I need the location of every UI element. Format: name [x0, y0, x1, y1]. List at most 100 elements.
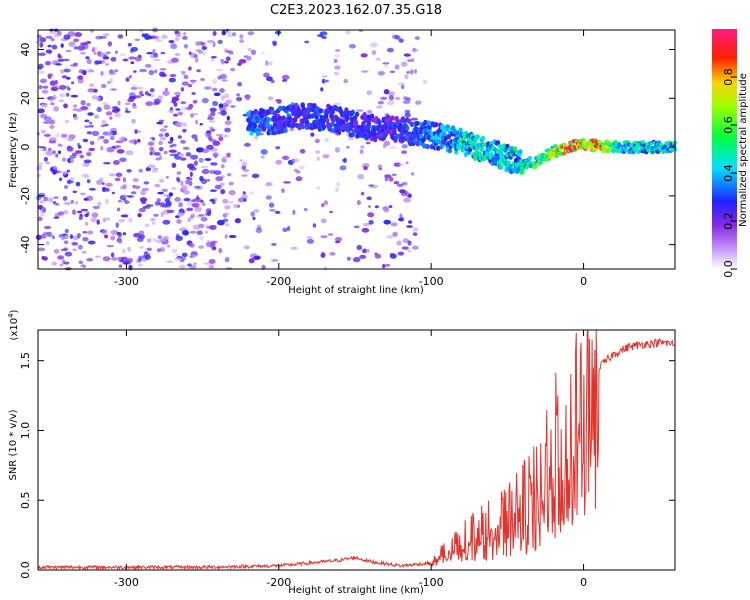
noise-speck	[64, 234, 70, 239]
ridge-cell	[350, 109, 355, 115]
noise-speck	[73, 46, 79, 50]
noise-speck	[128, 264, 133, 271]
noise-speck	[393, 162, 402, 167]
noise-speck	[228, 181, 234, 186]
noise-speck	[138, 168, 143, 173]
noise-speck	[150, 136, 155, 140]
noise-speck	[335, 187, 339, 192]
noise-speck	[283, 181, 291, 184]
noise-speck	[173, 102, 178, 107]
noise-speck	[174, 37, 180, 42]
noise-speck	[219, 182, 225, 187]
noise-speck	[145, 64, 152, 68]
noise-speck	[194, 57, 199, 63]
noise-speck	[162, 90, 170, 96]
noise-speck	[77, 145, 82, 149]
noise-speck	[127, 42, 132, 47]
noise-speck	[203, 223, 209, 228]
noise-speck	[62, 171, 68, 175]
noise-speck	[384, 63, 388, 68]
noise-speck	[242, 191, 246, 195]
noise-speck	[82, 231, 88, 234]
ridge-cell	[433, 122, 439, 128]
ridge-cell	[597, 139, 602, 144]
noise-speck	[198, 157, 204, 163]
noise-speck	[166, 244, 171, 248]
noise-speck	[80, 192, 86, 196]
noise-speck	[334, 236, 343, 242]
noise-speck	[251, 49, 256, 55]
noise-speck	[157, 95, 163, 100]
noise-speck	[139, 197, 148, 203]
noise-speck	[396, 183, 404, 187]
noise-speck	[222, 198, 229, 204]
snr-multiplier-close: )	[9, 309, 20, 313]
snr-multiplier-base: (x10	[9, 318, 20, 341]
noise-speck	[223, 93, 230, 99]
noise-speck	[114, 145, 122, 149]
noise-speck	[282, 74, 290, 80]
noise-speck	[213, 92, 221, 97]
noise-speck	[37, 70, 46, 74]
noise-speck	[168, 77, 176, 83]
noise-speck	[289, 128, 295, 132]
noise-speck	[406, 193, 411, 198]
noise-speck	[222, 213, 228, 218]
ridge-cell	[473, 155, 478, 161]
noise-speck	[71, 242, 78, 246]
noise-speck	[72, 190, 78, 194]
colorbar-gradient	[712, 29, 737, 269]
noise-speck	[236, 96, 243, 102]
noise-speck	[116, 149, 125, 154]
noise-speck	[37, 63, 44, 69]
spectrogram-ridge	[246, 102, 678, 175]
noise-speck	[378, 167, 383, 171]
noise-speck	[95, 96, 101, 102]
colorbar-tick-label: 0.0	[722, 260, 735, 278]
ridge-cell	[310, 113, 315, 119]
noise-speck	[103, 104, 111, 110]
noise-speck	[321, 218, 327, 224]
noise-speck	[321, 36, 327, 39]
noise-speck	[59, 177, 63, 182]
noise-speck	[189, 166, 197, 171]
noise-speck	[86, 195, 94, 201]
noise-speck	[165, 175, 169, 179]
noise-speck	[365, 141, 371, 145]
noise-speck	[221, 59, 225, 65]
noise-speck	[247, 31, 255, 36]
noise-speck	[187, 177, 193, 181]
noise-speck	[50, 102, 55, 106]
noise-speck	[224, 120, 232, 126]
noise-speck	[222, 156, 229, 159]
noise-speck	[401, 191, 407, 197]
noise-speck	[129, 48, 134, 54]
noise-speck	[38, 52, 46, 56]
noise-speck	[194, 54, 198, 59]
noise-speck	[104, 198, 109, 205]
noise-speck	[80, 52, 86, 55]
noise-speck	[290, 246, 298, 250]
noise-speck	[241, 165, 247, 170]
noise-speck	[170, 43, 178, 50]
snr-xtick-label: 0	[580, 576, 587, 589]
ridge-cell	[280, 128, 285, 134]
noise-speck	[55, 132, 60, 138]
noise-speck	[40, 103, 48, 108]
noise-speck	[414, 36, 420, 40]
noise-speck	[325, 79, 329, 83]
noise-speck	[151, 35, 160, 40]
noise-speck	[180, 180, 184, 186]
noise-speck	[47, 197, 52, 202]
noise-speck	[228, 234, 237, 239]
noise-speck	[171, 57, 179, 63]
noise-speck	[215, 176, 224, 182]
noise-speck	[306, 238, 314, 244]
noise-speck	[99, 177, 104, 183]
noise-speck	[63, 34, 71, 40]
ridge-cell	[623, 148, 629, 152]
noise-speck	[389, 145, 397, 150]
noise-speck	[144, 223, 150, 228]
noise-speck	[130, 61, 135, 65]
noise-speck	[102, 256, 111, 262]
